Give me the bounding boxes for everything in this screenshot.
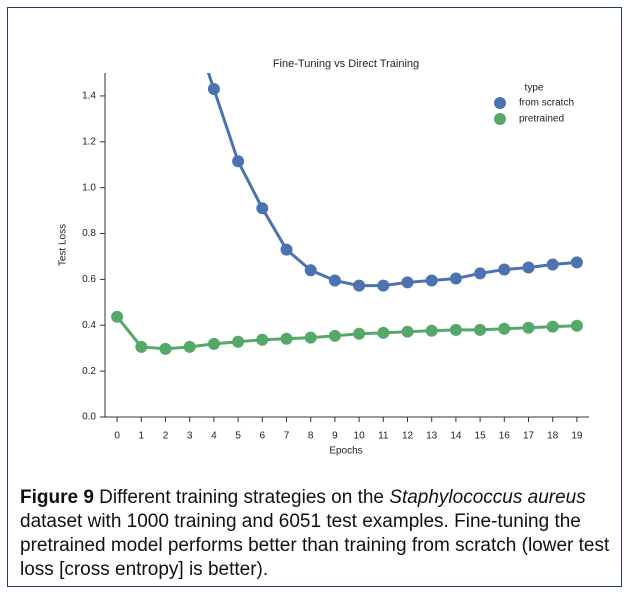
data-point bbox=[498, 263, 511, 276]
x-tick-label: 9 bbox=[332, 431, 338, 442]
caption-text: Different training strategies on the bbox=[93, 487, 390, 508]
y-tick-label: 1.0 bbox=[82, 182, 96, 193]
x-tick-label: 11 bbox=[378, 431, 389, 442]
data-point bbox=[111, 310, 124, 323]
chart-title: Fine-Tuning vs Direct Training bbox=[273, 58, 419, 70]
data-point bbox=[328, 274, 341, 287]
x-tick-label: 17 bbox=[523, 431, 535, 442]
data-point bbox=[449, 323, 462, 336]
x-tick-label: 8 bbox=[308, 431, 314, 442]
caption-label: Figure 9 bbox=[20, 487, 94, 508]
data-point bbox=[498, 322, 511, 335]
x-tick-label: 19 bbox=[571, 431, 583, 442]
x-tick-label: 6 bbox=[260, 431, 266, 442]
caption-species: Staphylococcus aureus bbox=[389, 487, 586, 508]
data-point bbox=[522, 261, 535, 274]
data-point bbox=[522, 321, 535, 334]
x-axis-label: Epochs bbox=[329, 446, 362, 457]
data-point bbox=[425, 274, 438, 287]
legend-marker bbox=[494, 113, 506, 125]
legend-label: from scratch bbox=[519, 98, 574, 109]
data-point bbox=[474, 267, 487, 280]
x-tick-label: 14 bbox=[450, 431, 462, 442]
data-point bbox=[425, 324, 438, 337]
data-point bbox=[328, 329, 341, 342]
data-point bbox=[159, 342, 172, 355]
x-tick-label: 4 bbox=[211, 431, 217, 442]
x-tick-label: 5 bbox=[235, 431, 241, 442]
data-point bbox=[232, 335, 245, 348]
data-point bbox=[377, 326, 390, 339]
legend-marker bbox=[494, 97, 506, 109]
legend-title: type bbox=[525, 83, 544, 94]
data-point bbox=[353, 327, 366, 340]
data-point bbox=[304, 264, 317, 277]
caption-text: dataset with 1000 training and 6051 test… bbox=[20, 511, 610, 580]
caption: Figure 9 Different training strategies o… bbox=[20, 486, 620, 582]
y-tick-label: 0.8 bbox=[82, 228, 96, 239]
data-point bbox=[570, 319, 583, 332]
data-point bbox=[232, 155, 245, 168]
x-tick-label: 1 bbox=[139, 431, 145, 442]
y-axis-label: Test Loss bbox=[58, 224, 69, 266]
data-point bbox=[377, 279, 390, 292]
data-point bbox=[353, 279, 366, 292]
data-point bbox=[280, 243, 293, 256]
x-tick-label: 16 bbox=[499, 431, 511, 442]
x-tick-label: 3 bbox=[187, 431, 193, 442]
y-tick-label: 0.6 bbox=[82, 274, 96, 285]
chart: Fine-Tuning vs Direct Training Epochs Te… bbox=[58, 12, 589, 457]
x-tick-label: 12 bbox=[402, 431, 414, 442]
data-point bbox=[280, 332, 293, 345]
data-point bbox=[207, 337, 220, 350]
data-point bbox=[474, 323, 487, 336]
y-tick-label: 0.2 bbox=[82, 366, 96, 377]
data-point bbox=[449, 272, 462, 285]
x-tick-label: 13 bbox=[426, 431, 438, 442]
data-point bbox=[304, 331, 317, 344]
data-point bbox=[570, 256, 583, 269]
data-point bbox=[256, 202, 269, 215]
x-tick-label: 0 bbox=[114, 431, 120, 442]
data-point bbox=[184, 12, 196, 24]
data-point bbox=[256, 333, 269, 346]
data-point bbox=[135, 340, 148, 353]
x-tick-label: 15 bbox=[475, 431, 487, 442]
legend-label: pretrained bbox=[519, 114, 564, 125]
y-tick-label: 0.4 bbox=[82, 320, 96, 331]
x-tick-label: 18 bbox=[547, 431, 559, 442]
data-point bbox=[546, 258, 559, 271]
y-tick-label: 1.4 bbox=[82, 91, 96, 102]
data-point bbox=[183, 340, 196, 353]
data-point bbox=[207, 83, 220, 96]
y-tick-label: 1.2 bbox=[82, 136, 96, 147]
x-tick-label: 10 bbox=[354, 431, 366, 442]
x-tick-label: 7 bbox=[284, 431, 290, 442]
data-point bbox=[401, 276, 414, 289]
data-point bbox=[546, 320, 559, 333]
data-point bbox=[401, 325, 414, 338]
y-tick-label: 0.0 bbox=[82, 412, 96, 423]
x-tick-label: 2 bbox=[163, 431, 169, 442]
figure-frame bbox=[7, 7, 622, 587]
